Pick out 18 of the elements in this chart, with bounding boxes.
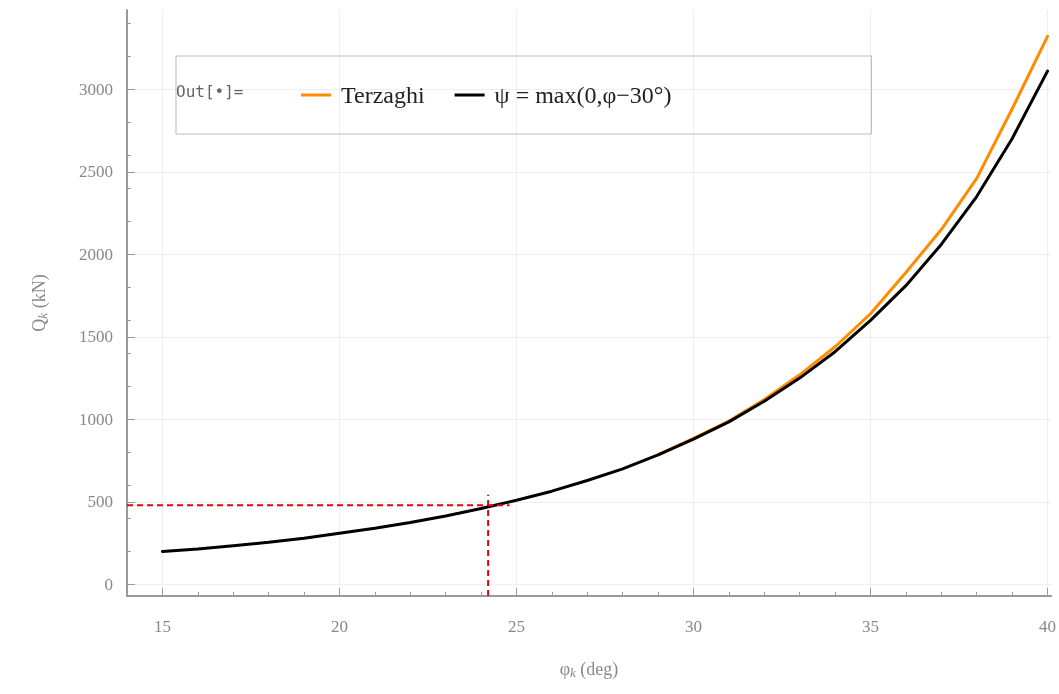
legend-label: ψ = max(0,φ−30°)	[494, 82, 672, 108]
line-series	[160, 69, 1049, 553]
y-tick-label: 2000	[79, 244, 113, 264]
x-tick-label: 40	[1039, 617, 1056, 636]
x-tick-label: 30	[684, 617, 702, 636]
x-tick-label: 35	[861, 617, 879, 636]
legend-label: Terzaghi	[341, 82, 425, 108]
x-tick-label: 20	[330, 617, 348, 636]
y-tick-label: 0	[104, 574, 113, 594]
y-tick-label: 1000	[79, 409, 113, 429]
annotation: Out[•]=	[176, 82, 244, 101]
x-tick-label: 15	[153, 617, 171, 636]
y-tick-label: 1500	[79, 327, 113, 347]
y-tick-label: 2500	[79, 162, 113, 182]
y-tick-label: 3000	[79, 79, 113, 99]
x-tick-label: 25	[507, 617, 525, 636]
y-tick-label: 500	[87, 492, 113, 512]
y-axis-title: Qk (kN)	[28, 274, 50, 332]
